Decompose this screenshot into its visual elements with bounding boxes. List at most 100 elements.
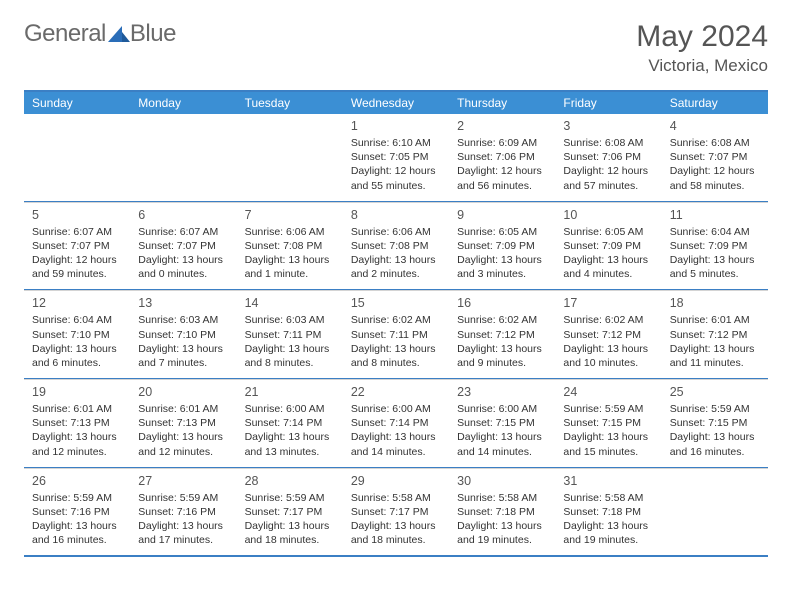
- day-info: Sunrise: 6:07 AMSunset: 7:07 PMDaylight:…: [138, 225, 228, 282]
- sunrise-text: Sunrise: 6:04 AM: [32, 313, 122, 327]
- day-info: Sunrise: 6:04 AMSunset: 7:10 PMDaylight:…: [32, 313, 122, 370]
- day-number: 8: [351, 208, 441, 222]
- daylight-text-2: and 55 minutes.: [351, 179, 441, 193]
- day-cell: 14Sunrise: 6:03 AMSunset: 7:11 PMDayligh…: [237, 290, 343, 378]
- day-info: Sunrise: 6:02 AMSunset: 7:11 PMDaylight:…: [351, 313, 441, 370]
- day-cell: 1Sunrise: 6:10 AMSunset: 7:05 PMDaylight…: [343, 114, 449, 201]
- day-cell: 4Sunrise: 6:08 AMSunset: 7:07 PMDaylight…: [662, 114, 768, 201]
- day-number: 18: [670, 296, 760, 310]
- daylight-text-2: and 9 minutes.: [457, 356, 547, 370]
- sunset-text: Sunset: 7:14 PM: [245, 416, 335, 430]
- daylight-text-1: Daylight: 13 hours: [670, 342, 760, 356]
- day-info: Sunrise: 5:58 AMSunset: 7:18 PMDaylight:…: [457, 491, 547, 548]
- sunset-text: Sunset: 7:16 PM: [138, 505, 228, 519]
- day-cell: 20Sunrise: 6:01 AMSunset: 7:13 PMDayligh…: [130, 379, 236, 467]
- sunset-text: Sunset: 7:07 PM: [138, 239, 228, 253]
- daylight-text-1: Daylight: 13 hours: [32, 519, 122, 533]
- day-cell: 28Sunrise: 5:59 AMSunset: 7:17 PMDayligh…: [237, 468, 343, 556]
- day-number: 10: [563, 208, 653, 222]
- day-number: 24: [563, 385, 653, 399]
- location: Victoria, Mexico: [636, 56, 768, 76]
- daylight-text-2: and 17 minutes.: [138, 533, 228, 547]
- sunrise-text: Sunrise: 6:05 AM: [563, 225, 653, 239]
- day-cell: 24Sunrise: 5:59 AMSunset: 7:15 PMDayligh…: [555, 379, 661, 467]
- day-info: Sunrise: 6:05 AMSunset: 7:09 PMDaylight:…: [563, 225, 653, 282]
- day-number: 17: [563, 296, 653, 310]
- empty-cell: [237, 114, 343, 201]
- daylight-text-1: Daylight: 13 hours: [351, 253, 441, 267]
- daylight-text-2: and 8 minutes.: [245, 356, 335, 370]
- daylight-text-2: and 16 minutes.: [670, 445, 760, 459]
- empty-cell: [24, 114, 130, 201]
- daylight-text-2: and 8 minutes.: [351, 356, 441, 370]
- title-block: May 2024 Victoria, Mexico: [636, 20, 768, 76]
- daylight-text-2: and 14 minutes.: [457, 445, 547, 459]
- daylight-text-1: Daylight: 13 hours: [245, 342, 335, 356]
- sunset-text: Sunset: 7:12 PM: [670, 328, 760, 342]
- daylight-text-2: and 15 minutes.: [563, 445, 653, 459]
- logo-triangle-icon: [108, 26, 130, 42]
- day-number: 9: [457, 208, 547, 222]
- daylight-text-2: and 4 minutes.: [563, 267, 653, 281]
- sunset-text: Sunset: 7:13 PM: [138, 416, 228, 430]
- sunrise-text: Sunrise: 6:07 AM: [138, 225, 228, 239]
- day-info: Sunrise: 5:58 AMSunset: 7:17 PMDaylight:…: [351, 491, 441, 548]
- daylight-text-1: Daylight: 13 hours: [670, 253, 760, 267]
- day-info: Sunrise: 6:06 AMSunset: 7:08 PMDaylight:…: [351, 225, 441, 282]
- daylight-text-2: and 59 minutes.: [32, 267, 122, 281]
- empty-cell: [130, 114, 236, 201]
- day-cell: 22Sunrise: 6:00 AMSunset: 7:14 PMDayligh…: [343, 379, 449, 467]
- sunset-text: Sunset: 7:06 PM: [457, 150, 547, 164]
- day-cell: 30 Sunrise: 5:58 AMSunset: 7:18 PMDayligh…: [449, 468, 555, 556]
- daylight-text-2: and 0 minutes.: [138, 267, 228, 281]
- daylight-text-1: Daylight: 12 hours: [351, 164, 441, 178]
- daylight-text-2: and 6 minutes.: [32, 356, 122, 370]
- day-number: 29: [351, 474, 441, 488]
- day-number: 13: [138, 296, 228, 310]
- day-number: 15: [351, 296, 441, 310]
- daylight-text-1: Daylight: 13 hours: [138, 430, 228, 444]
- daylight-text-1: Daylight: 13 hours: [351, 430, 441, 444]
- week-row: 26Sunrise: 5:59 AMSunset: 7:16 PMDayligh…: [24, 468, 768, 558]
- daylight-text-2: and 13 minutes.: [245, 445, 335, 459]
- day-info: Sunrise: 6:07 AMSunset: 7:07 PMDaylight:…: [32, 225, 122, 282]
- daylight-text-1: Daylight: 13 hours: [563, 519, 653, 533]
- day-number: 6: [138, 208, 228, 222]
- sunset-text: Sunset: 7:10 PM: [32, 328, 122, 342]
- sunrise-text: Sunrise: 5:58 AM: [351, 491, 441, 505]
- sunrise-text: Sunrise: 6:05 AM: [457, 225, 547, 239]
- daylight-text-2: and 5 minutes.: [670, 267, 760, 281]
- sunrise-text: Sunrise: 6:02 AM: [457, 313, 547, 327]
- daylight-text-1: Daylight: 13 hours: [245, 430, 335, 444]
- day-number: 31: [563, 474, 653, 488]
- day-number: 19: [32, 385, 122, 399]
- day-cell: 7Sunrise: 6:06 AMSunset: 7:08 PMDaylight…: [237, 202, 343, 290]
- day-cell: 5 Sunrise: 6:07 AMSunset: 7:07 PMDaylight…: [24, 202, 130, 290]
- day-info: Sunrise: 6:02 AMSunset: 7:12 PMDaylight:…: [563, 313, 653, 370]
- dow-wednesday: Wednesday: [343, 92, 449, 114]
- sunrise-text: Sunrise: 6:00 AM: [457, 402, 547, 416]
- day-info: Sunrise: 6:00 AMSunset: 7:15 PMDaylight:…: [457, 402, 547, 459]
- day-info: Sunrise: 6:09 AMSunset: 7:06 PMDaylight:…: [457, 136, 547, 193]
- sunset-text: Sunset: 7:15 PM: [563, 416, 653, 430]
- day-number: 5: [32, 208, 122, 222]
- day-info: Sunrise: 6:02 AMSunset: 7:12 PMDaylight:…: [457, 313, 547, 370]
- day-number: 25: [670, 385, 760, 399]
- day-info: Sunrise: 6:10 AMSunset: 7:05 PMDaylight:…: [351, 136, 441, 193]
- day-number: 30: [457, 474, 547, 488]
- dow-friday: Friday: [555, 92, 661, 114]
- sunrise-text: Sunrise: 5:58 AM: [457, 491, 547, 505]
- sunset-text: Sunset: 7:18 PM: [457, 505, 547, 519]
- dow-monday: Monday: [130, 92, 236, 114]
- day-info: Sunrise: 6:06 AMSunset: 7:08 PMDaylight:…: [245, 225, 335, 282]
- daylight-text-1: Daylight: 13 hours: [351, 519, 441, 533]
- sunrise-text: Sunrise: 6:00 AM: [351, 402, 441, 416]
- day-info: Sunrise: 6:05 AMSunset: 7:09 PMDaylight:…: [457, 225, 547, 282]
- daylight-text-1: Daylight: 12 hours: [32, 253, 122, 267]
- daylight-text-2: and 2 minutes.: [351, 267, 441, 281]
- day-number: 22: [351, 385, 441, 399]
- daylight-text-1: Daylight: 12 hours: [457, 164, 547, 178]
- logo-text-2: Blue: [130, 20, 176, 48]
- sunrise-text: Sunrise: 6:01 AM: [32, 402, 122, 416]
- daylight-text-1: Daylight: 13 hours: [32, 430, 122, 444]
